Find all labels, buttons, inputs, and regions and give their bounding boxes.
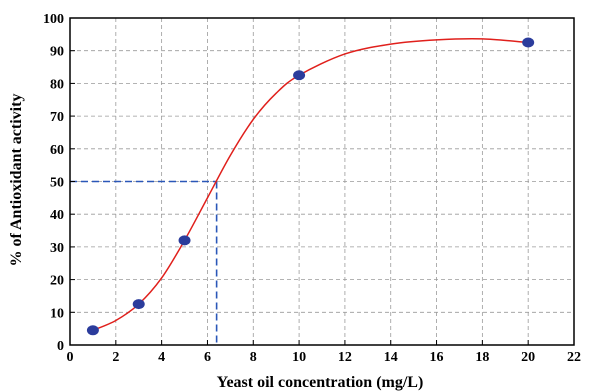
y-tick-label: 90 [50, 45, 64, 60]
data-point [522, 37, 535, 48]
y-tick-label: 50 [50, 176, 64, 191]
data-points [86, 37, 535, 336]
x-tick-label: 10 [292, 350, 306, 365]
x-tick-label: 2 [112, 350, 119, 365]
x-tick-label: 16 [430, 350, 444, 365]
x-tick-label: 8 [250, 350, 257, 365]
x-tick-label: 0 [67, 350, 74, 365]
y-tick-label: 70 [50, 110, 64, 125]
y-tick-label: 100 [43, 12, 64, 27]
y-tick-label: 0 [57, 339, 64, 354]
x-tick-label: 12 [338, 350, 352, 365]
y-axis-ticks: 0 10 20 30 40 50 60 70 80 90 100 [43, 12, 75, 354]
y-tick-label: 80 [50, 77, 64, 92]
grid-lines [70, 18, 574, 345]
y-tick-label: 60 [50, 143, 64, 158]
x-tick-label: 4 [158, 350, 165, 365]
ic50-reference-lines [70, 180, 218, 345]
y-tick-label: 30 [50, 241, 64, 256]
data-point [86, 325, 99, 336]
x-axis-ticks: 0 2 4 6 8 10 12 14 16 18 20 22 [67, 340, 581, 365]
data-point [178, 235, 191, 246]
x-tick-label: 18 [475, 350, 489, 365]
x-tick-label: 6 [204, 350, 211, 365]
fit-curve [92, 38, 529, 331]
x-tick-label: 14 [384, 350, 398, 365]
x-tick-label: 20 [521, 350, 535, 365]
x-tick-label: 22 [567, 350, 581, 365]
y-axis-title: % of Antioxidant activity [8, 94, 25, 267]
data-point [293, 70, 306, 81]
y-tick-label: 40 [50, 208, 64, 223]
data-point [132, 299, 145, 310]
y-tick-label: 20 [50, 274, 64, 289]
y-tick-label: 10 [50, 306, 64, 321]
x-axis-title: Yeast oil concentration (mg/L) [217, 374, 424, 391]
